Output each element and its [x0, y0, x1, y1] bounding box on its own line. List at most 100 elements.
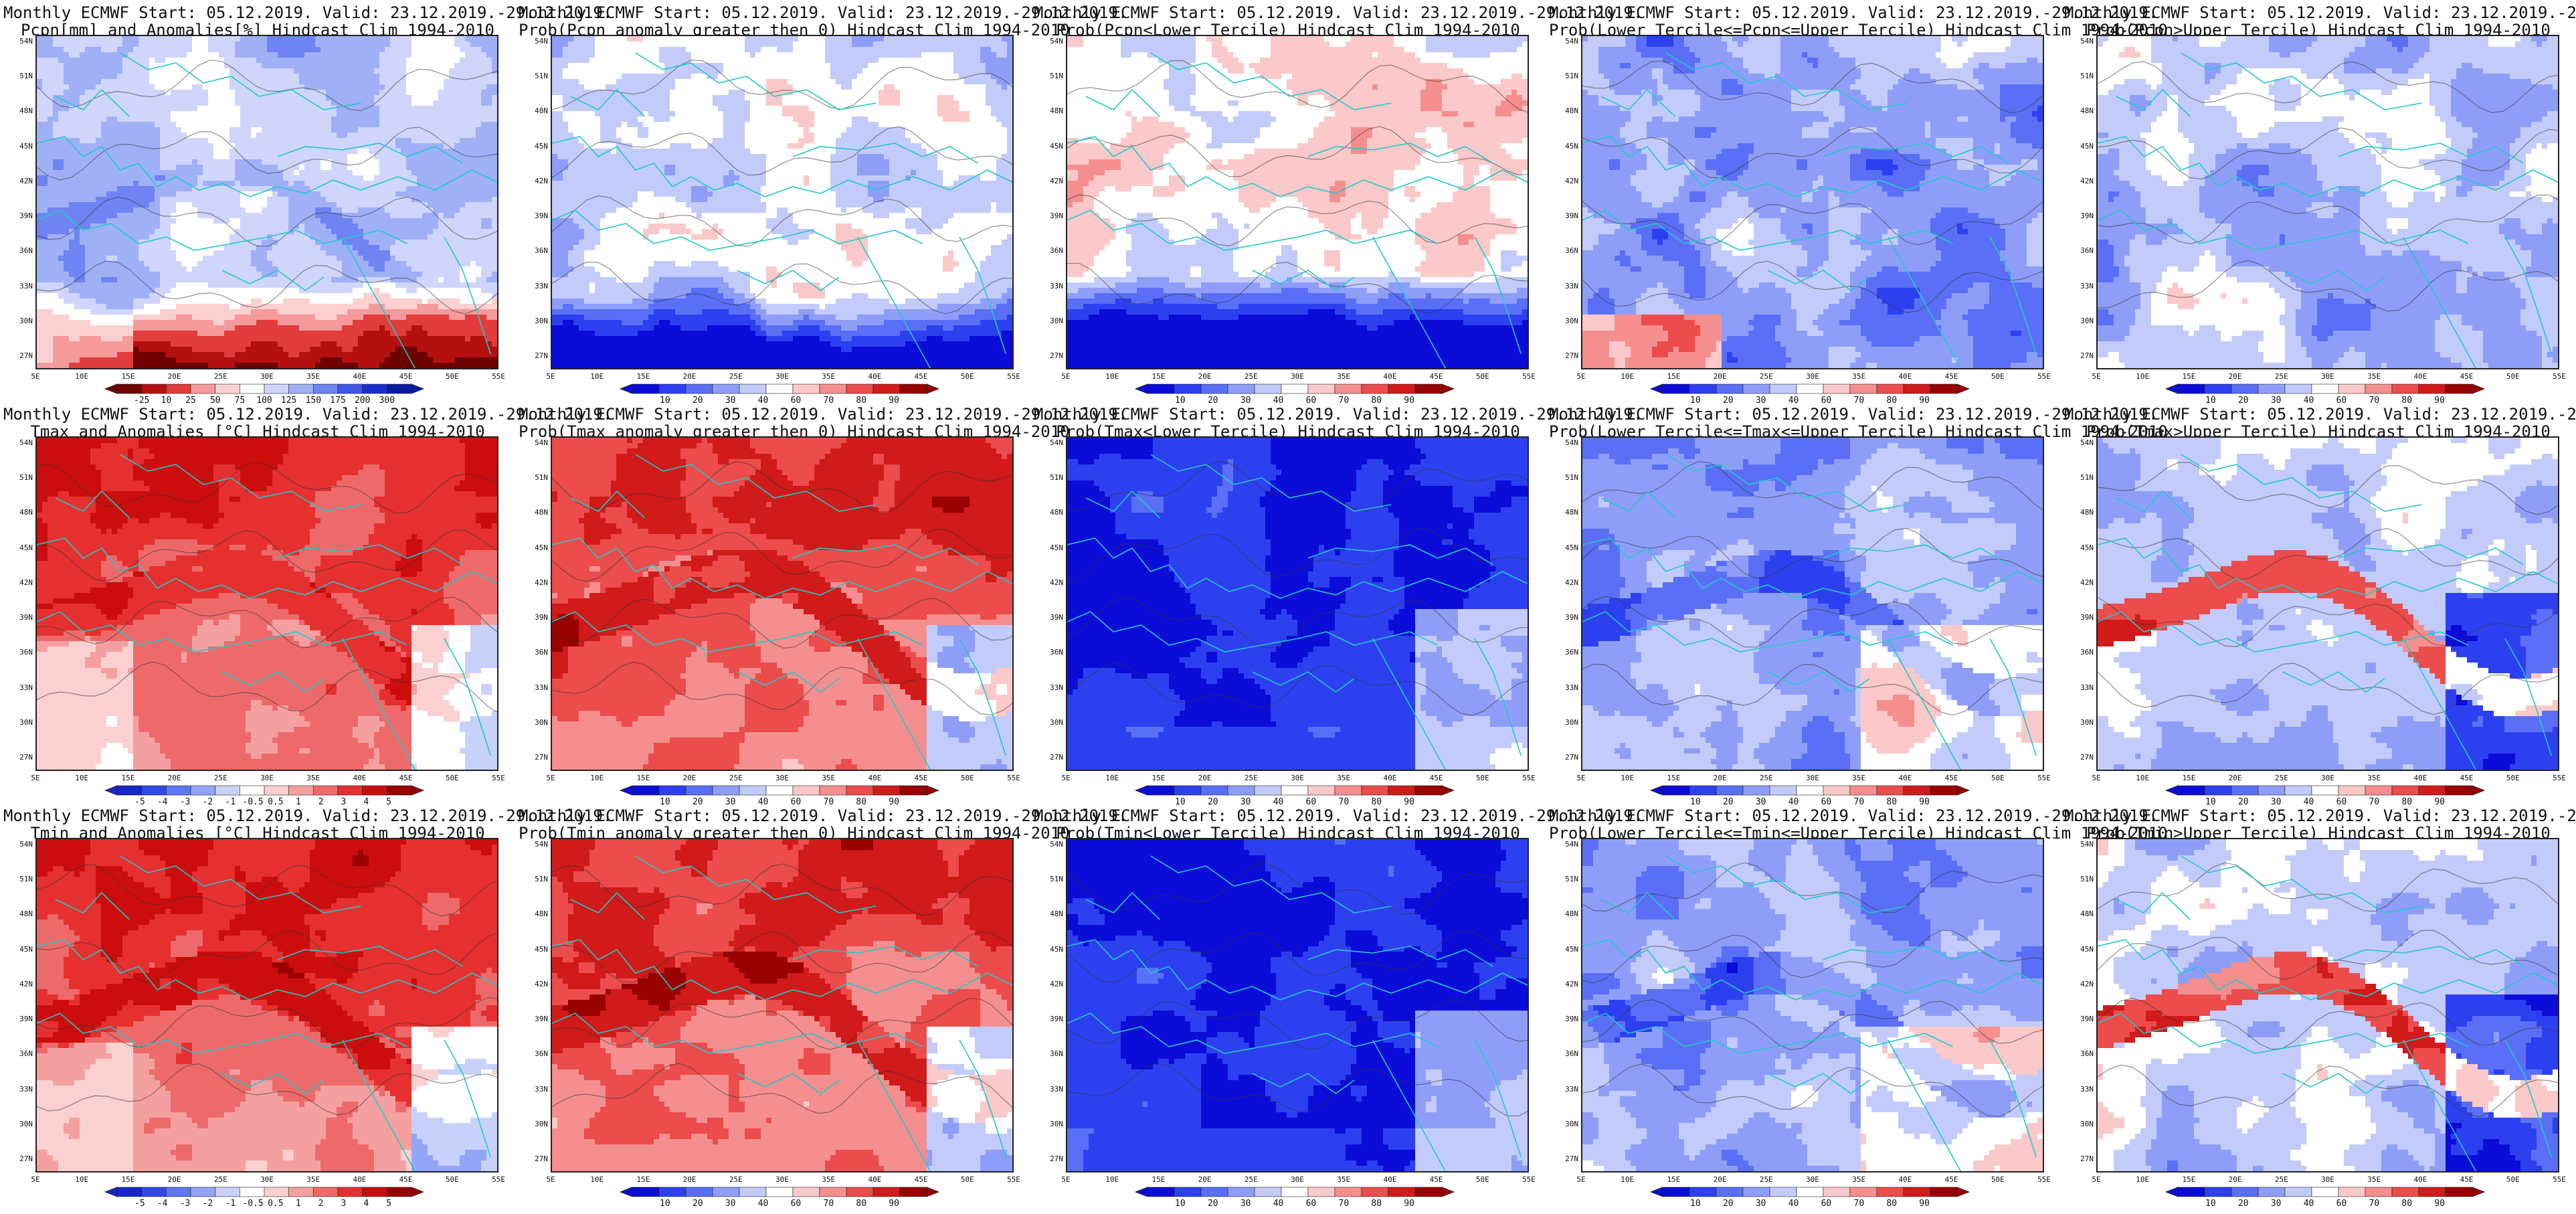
- latitude-label: 39N: [1552, 613, 1578, 622]
- longitude-label: 55E: [2546, 1175, 2573, 1184]
- colorbar-label: 80: [846, 1199, 876, 1209]
- colorbar-swatch: [2231, 384, 2258, 394]
- latitude-label: 51N: [1036, 72, 1063, 80]
- latitude-label: 51N: [1036, 875, 1063, 883]
- longitude-label: 30E: [2314, 1175, 2341, 1184]
- latitude-label: 48N: [1552, 508, 1578, 517]
- colorbar-swatch: [1281, 1187, 1308, 1197]
- latitude-label: 48N: [1036, 106, 1063, 115]
- colorbar-swatch: [142, 384, 167, 394]
- latitude-label: 39N: [521, 613, 548, 622]
- longitude-label: 45E: [1423, 1175, 1450, 1184]
- colorbar-swatch: [191, 384, 215, 394]
- colorbar-swatch: [1877, 1187, 1904, 1197]
- forecast-map: [35, 436, 498, 771]
- longitude-label: 5E: [1568, 372, 1594, 381]
- colorbar-swatch: [387, 384, 411, 394]
- longitude-label: 30E: [769, 774, 796, 782]
- latitude-label: 45N: [1036, 543, 1063, 552]
- latitude-label: 27N: [1552, 351, 1578, 360]
- longitude-label: 35E: [1330, 1175, 1357, 1184]
- colorbar-swatch: [2258, 384, 2285, 394]
- map-panel: Monthly ECMWF Start: 05.12.2019. Valid: …: [2064, 0, 2573, 402]
- latitude-label: 33N: [2067, 1085, 2094, 1094]
- latitude-label: 36N: [6, 246, 33, 255]
- colorbar-swatch: [191, 786, 215, 795]
- longitude-label: 40E: [346, 774, 373, 782]
- longitude-label: 45E: [2454, 774, 2480, 782]
- colorbar-swatch: [1255, 786, 1281, 795]
- longitude-label: 55E: [1515, 774, 1542, 782]
- latitude-label: 48N: [1552, 106, 1578, 115]
- colorbar-swatch: [2419, 786, 2446, 795]
- colorbar-swatch: [191, 1187, 215, 1197]
- longitude-label: 15E: [114, 372, 141, 381]
- longitude-label: 5E: [2083, 774, 2110, 782]
- latitude-label: 54N: [6, 37, 33, 46]
- colorbar-swatch: [1388, 1187, 1415, 1197]
- longitude-label: 55E: [2031, 372, 2057, 381]
- longitude-label: 35E: [2361, 1175, 2387, 1184]
- colorbar-swatch: [2338, 1187, 2365, 1197]
- latitude-label: 45N: [1036, 945, 1063, 954]
- latitude-label: 45N: [521, 945, 548, 954]
- colorbar-swatch: [1716, 1187, 1743, 1197]
- colorbar-label: 40: [2294, 1199, 2324, 1209]
- latitude-label: 48N: [1036, 909, 1063, 918]
- longitude-label: 10E: [1614, 372, 1641, 381]
- longitude-label: 10E: [2129, 1175, 2156, 1184]
- colorbar-swatch: [1362, 786, 1388, 795]
- colorbar-swatch: [1362, 384, 1388, 394]
- latitude-label: 45N: [6, 543, 33, 552]
- longitude-label: 40E: [1376, 1175, 1403, 1184]
- longitude-label: 5E: [1568, 1175, 1594, 1184]
- colorbar-swatch: [2392, 1187, 2419, 1197]
- colorbar-label: 80: [1877, 1199, 1906, 1209]
- colorbar-swatch: [2312, 1187, 2338, 1197]
- longitude-label: 45E: [2454, 372, 2480, 381]
- forecast-map: [551, 838, 1014, 1173]
- longitude-label: 35E: [2361, 372, 2387, 381]
- colorbar-swatch: [1201, 786, 1228, 795]
- colorbar-swatch: [1770, 786, 1797, 795]
- longitude-label: 45E: [908, 1175, 935, 1184]
- longitude-label: 40E: [861, 372, 888, 381]
- panel-title: Monthly ECMWF Start: 05.12.2019. Valid: …: [1549, 4, 2057, 21]
- longitude-label: 15E: [2175, 774, 2202, 782]
- latitude-label: 42N: [1036, 177, 1063, 185]
- latitude-label: 36N: [1036, 648, 1063, 657]
- longitude-label: 50E: [1985, 372, 2011, 381]
- longitude-label: 10E: [583, 774, 610, 782]
- longitude-label: 15E: [630, 1175, 656, 1184]
- colorbar-swatch: [363, 384, 387, 394]
- colorbar-swatch: [1147, 786, 1174, 795]
- longitude-label: 20E: [2222, 1175, 2249, 1184]
- longitude-label: 25E: [2268, 372, 2295, 381]
- colorbar-label: 70: [2359, 1199, 2389, 1209]
- longitude-label: 35E: [300, 774, 327, 782]
- longitude-label: 30E: [254, 774, 280, 782]
- latitude-label: 48N: [2067, 508, 2094, 517]
- colorbar-label: 80: [1362, 1199, 1391, 1209]
- colorbar-label: 60: [781, 1199, 810, 1209]
- longitude-label: 45E: [393, 1175, 420, 1184]
- forecast-map: [35, 35, 498, 369]
- colorbar-label: 80: [2392, 1199, 2421, 1209]
- latitude-label: 51N: [521, 473, 548, 482]
- longitude-label: 25E: [723, 774, 749, 782]
- longitude-label: 5E: [2083, 372, 2110, 381]
- colorbar-label: 10: [1681, 1199, 1710, 1209]
- longitude-label: 30E: [1284, 372, 1311, 381]
- latitude-label: 27N: [521, 351, 548, 360]
- colorbar-swatch: [363, 786, 387, 795]
- longitude-label: 5E: [537, 1175, 564, 1184]
- latitude-label: 54N: [2067, 438, 2094, 447]
- latitude-label: 30N: [1036, 317, 1063, 325]
- colorbar-swatch: [686, 384, 713, 394]
- longitude-label: 50E: [439, 1175, 466, 1184]
- longitude-label: 15E: [1660, 774, 1687, 782]
- longitude-label: 35E: [1845, 774, 1872, 782]
- latitude-label: 27N: [1036, 351, 1063, 360]
- forecast-map: [1581, 436, 2044, 771]
- latitude-label: 51N: [1552, 875, 1578, 883]
